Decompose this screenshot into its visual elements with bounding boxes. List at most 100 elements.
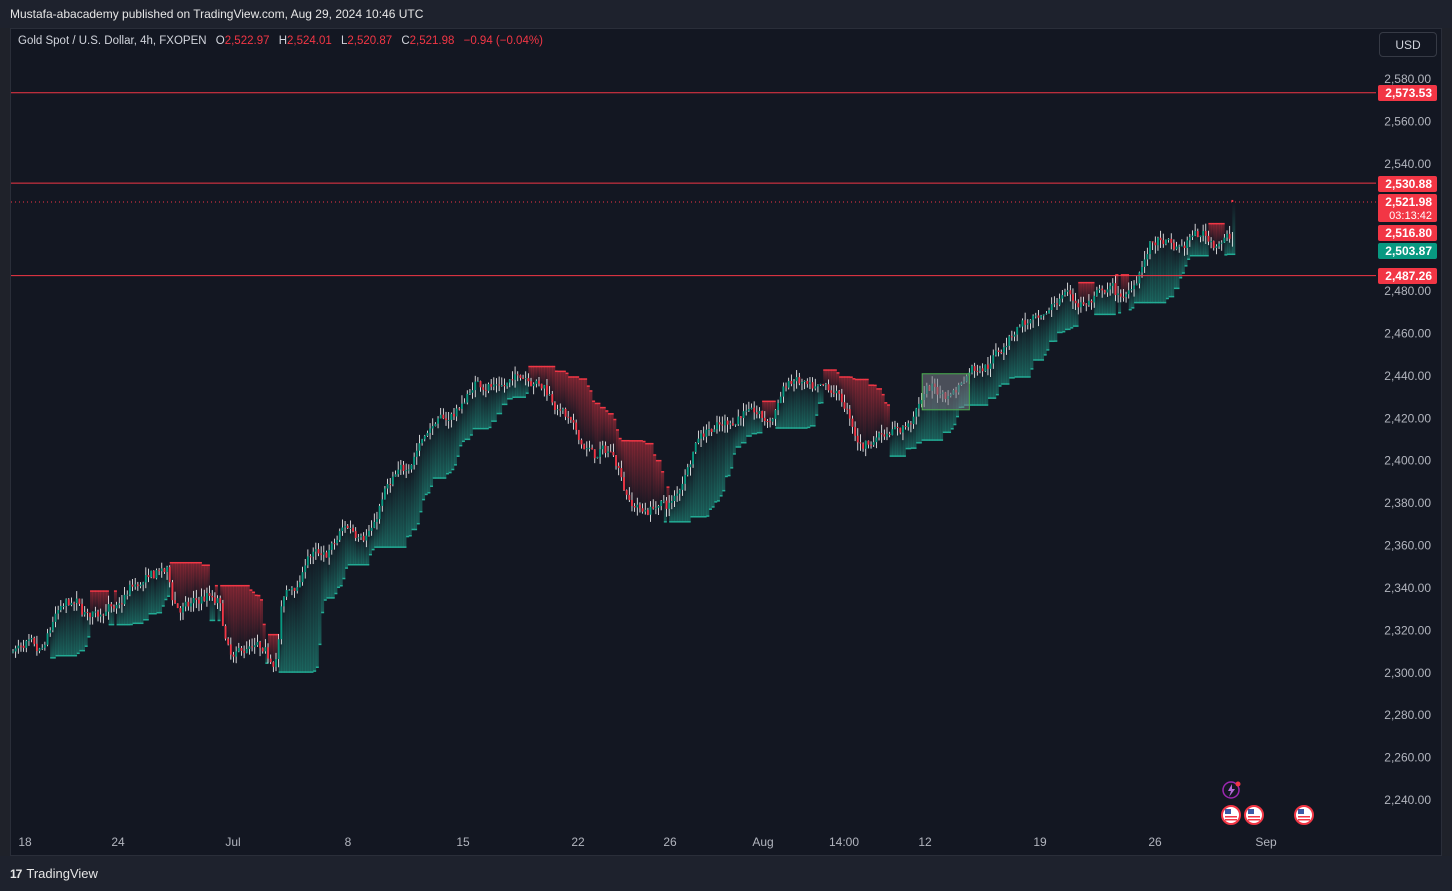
bull-candle[interactable] — [487, 384, 490, 391]
bear-candle[interactable] — [120, 603, 123, 605]
bull-candle[interactable] — [734, 424, 737, 426]
bull-candle[interactable] — [134, 584, 137, 587]
bull-candle[interactable] — [155, 570, 158, 579]
bull-candle[interactable] — [328, 549, 331, 558]
bear-candle[interactable] — [575, 422, 578, 430]
bull-candle[interactable] — [301, 572, 304, 583]
bull-candle[interactable] — [912, 416, 915, 425]
bull-candle[interactable] — [83, 611, 86, 615]
bear-candle[interactable] — [862, 443, 865, 449]
bear-candle[interactable] — [1010, 336, 1013, 338]
bear-candle[interactable] — [389, 483, 392, 485]
bull-candle[interactable] — [237, 647, 240, 652]
bull-candle[interactable] — [686, 467, 689, 475]
bull-candle[interactable] — [17, 645, 20, 649]
us-flag-icon[interactable] — [1294, 805, 1314, 825]
bull-candle[interactable] — [1032, 315, 1035, 320]
bull-candle[interactable] — [864, 440, 867, 449]
bear-candle[interactable] — [572, 420, 575, 423]
bear-candle[interactable] — [763, 417, 766, 422]
bear-candle[interactable] — [224, 625, 227, 639]
bear-candle[interactable] — [136, 584, 139, 587]
bull-candle[interactable] — [431, 426, 434, 429]
bull-candle[interactable] — [107, 604, 110, 612]
bull-candle[interactable] — [434, 423, 437, 427]
bull-candle[interactable] — [1202, 231, 1205, 236]
bear-candle[interactable] — [362, 535, 365, 541]
bull-candle[interactable] — [1034, 315, 1037, 317]
bull-candle[interactable] — [46, 633, 49, 645]
bear-candle[interactable] — [617, 465, 620, 469]
bear-candle[interactable] — [896, 426, 899, 428]
bull-candle[interactable] — [1042, 314, 1045, 316]
bear-candle[interactable] — [147, 575, 150, 578]
bear-candle[interactable] — [1151, 241, 1154, 243]
bull-candle[interactable] — [54, 613, 57, 622]
bull-candle[interactable] — [43, 644, 46, 648]
bull-candle[interactable] — [758, 410, 761, 415]
bear-candle[interactable] — [522, 378, 524, 380]
bull-candle[interactable] — [668, 502, 671, 509]
us-flag-icon[interactable] — [1221, 805, 1241, 825]
bull-candle[interactable] — [724, 420, 726, 426]
bear-candle[interactable] — [888, 433, 891, 436]
bull-candle[interactable] — [644, 509, 647, 512]
bull-candle[interactable] — [705, 429, 708, 437]
bear-candle[interactable] — [633, 506, 636, 508]
bear-candle[interactable] — [846, 408, 849, 410]
bull-candle[interactable] — [819, 383, 822, 385]
bear-candle[interactable] — [822, 383, 825, 386]
bull-candle[interactable] — [506, 382, 509, 387]
bull-candle[interactable] — [322, 552, 325, 555]
bear-candle[interactable] — [718, 422, 721, 425]
bear-candle[interactable] — [702, 433, 705, 437]
bull-candle[interactable] — [1125, 294, 1128, 298]
bear-candle[interactable] — [838, 390, 841, 394]
bull-candle[interactable] — [450, 413, 453, 420]
bull-candle[interactable] — [1002, 347, 1005, 353]
bear-candle[interactable] — [516, 374, 519, 376]
bear-candle[interactable] — [567, 416, 570, 418]
bull-candle[interactable] — [793, 381, 795, 384]
bear-candle[interactable] — [458, 408, 461, 410]
bear-candle[interactable] — [1183, 245, 1186, 249]
bear-candle[interactable] — [490, 384, 493, 387]
bull-candle[interactable] — [1098, 288, 1101, 291]
bull-candle[interactable] — [801, 381, 803, 384]
bear-candle[interactable] — [766, 421, 769, 423]
bull-candle[interactable] — [689, 464, 692, 468]
bear-candle[interactable] — [538, 380, 540, 384]
bull-candle[interactable] — [415, 450, 418, 457]
bull-candle[interactable] — [742, 411, 745, 419]
bull-candle[interactable] — [729, 423, 732, 425]
bull-candle[interactable] — [774, 410, 777, 419]
bear-candle[interactable] — [639, 504, 641, 509]
bull-candle[interactable] — [330, 543, 333, 550]
bull-candle[interactable] — [126, 594, 129, 596]
bull-candle[interactable] — [1186, 240, 1189, 249]
bull-candle[interactable] — [971, 366, 973, 373]
bear-candle[interactable] — [232, 654, 235, 657]
bear-candle[interactable] — [665, 500, 668, 509]
bear-candle[interactable] — [1162, 240, 1165, 244]
bull-candle[interactable] — [700, 433, 702, 439]
bear-candle[interactable] — [652, 506, 655, 509]
bear-candle[interactable] — [1196, 231, 1199, 238]
bull-candle[interactable] — [902, 426, 904, 433]
bull-candle[interactable] — [1215, 246, 1218, 248]
bear-candle[interactable] — [769, 421, 772, 423]
bear-candle[interactable] — [856, 435, 859, 443]
bear-candle[interactable] — [354, 531, 357, 538]
bull-candle[interactable] — [1109, 285, 1112, 290]
bull-candle[interactable] — [1149, 241, 1151, 255]
bull-candle[interactable] — [235, 651, 238, 657]
bear-candle[interactable] — [158, 570, 161, 572]
bull-candle[interactable] — [1130, 289, 1133, 291]
bull-candle[interactable] — [692, 451, 694, 465]
bull-candle[interactable] — [607, 451, 609, 454]
bull-candle[interactable] — [1117, 293, 1120, 296]
bull-candle[interactable] — [532, 383, 535, 387]
symbol-title[interactable]: Gold Spot / U.S. Dollar, 4h, FXOPEN — [18, 35, 207, 47]
bull-candle[interactable] — [291, 587, 293, 590]
bull-candle[interactable] — [697, 438, 700, 443]
